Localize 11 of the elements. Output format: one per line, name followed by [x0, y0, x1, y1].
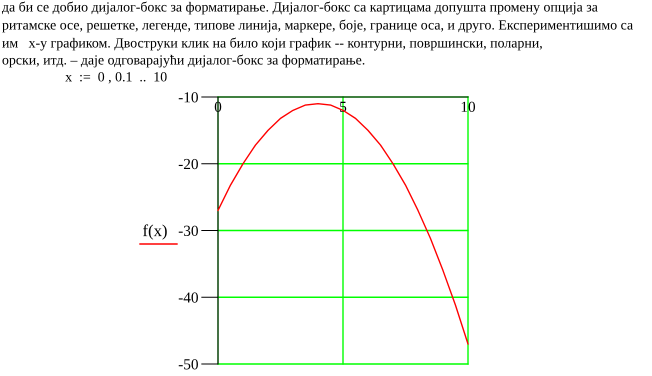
y-tick-label: -40 [178, 292, 198, 303]
text: им x-y графиком. Двоструки клик на било који график -- контурни, површински, поларни, [2, 38, 542, 50]
text: x := 0 , 0.1 .. 10 [65, 72, 167, 84]
y-tick-label: -20 [178, 158, 198, 170]
text: f(x) [143, 224, 167, 240]
y-tick-label: -10 [178, 92, 198, 102]
y-tick-label: -50 [178, 359, 198, 370]
y-tick-label: -30 [178, 226, 198, 236]
text: ритамске осе, решетке, легенде, типове линија, маркере, боје, границе оса, и друго. Експериментишимо са [2, 20, 633, 32]
text: орски, итд. – даје одговарајући дијалог-бокс за форматирање. [2, 54, 364, 68]
text: да би се добио дијалог-бокс за форматирање. Дијалог-бокс са картицама допушта промену опција за [2, 2, 598, 14]
